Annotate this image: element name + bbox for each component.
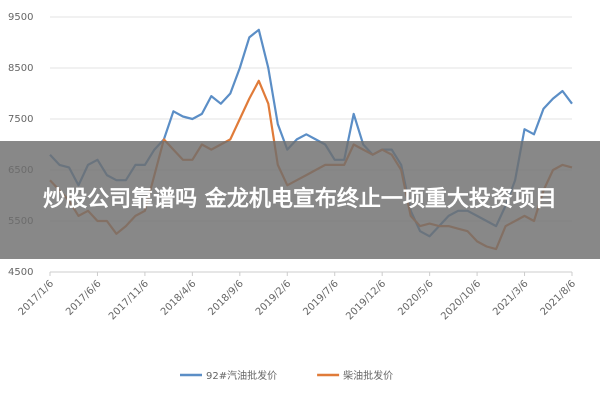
x-tick-label: 2017/1/6: [17, 278, 57, 318]
y-tick-label: 9500: [8, 12, 33, 23]
y-tick-label: 7500: [8, 114, 33, 125]
y-tick-label: 4500: [8, 267, 33, 278]
x-tick-label: 2021/8/6: [539, 278, 579, 318]
x-tick-label: 2020/5/6: [396, 278, 436, 318]
legend-label: 92#汽油批发价: [206, 369, 277, 382]
x-tick-label: 2018/9/6: [206, 278, 246, 318]
x-tick-label: 2017/6/6: [64, 278, 104, 318]
y-tick-label: 8500: [8, 63, 33, 74]
x-tick-label: 2019/12/6: [344, 278, 388, 322]
x-tick-label: 2018/4/6: [159, 278, 199, 318]
legend-label: 柴油批发价: [343, 369, 393, 382]
x-tick-label: 2017/11/6: [107, 278, 151, 322]
banner: 炒股公司靠谱吗 金龙机电宣布终止一项重大投资项目: [0, 141, 600, 259]
x-tick-label: 2020/10/6: [439, 278, 483, 322]
banner-title: 炒股公司靠谱吗 金龙机电宣布终止一项重大投资项目: [43, 187, 557, 212]
x-tick-label: 2021/3/6: [491, 278, 531, 318]
x-tick-label: 2019/2/6: [254, 278, 294, 318]
x-tick-label: 2019/7/6: [301, 278, 341, 318]
